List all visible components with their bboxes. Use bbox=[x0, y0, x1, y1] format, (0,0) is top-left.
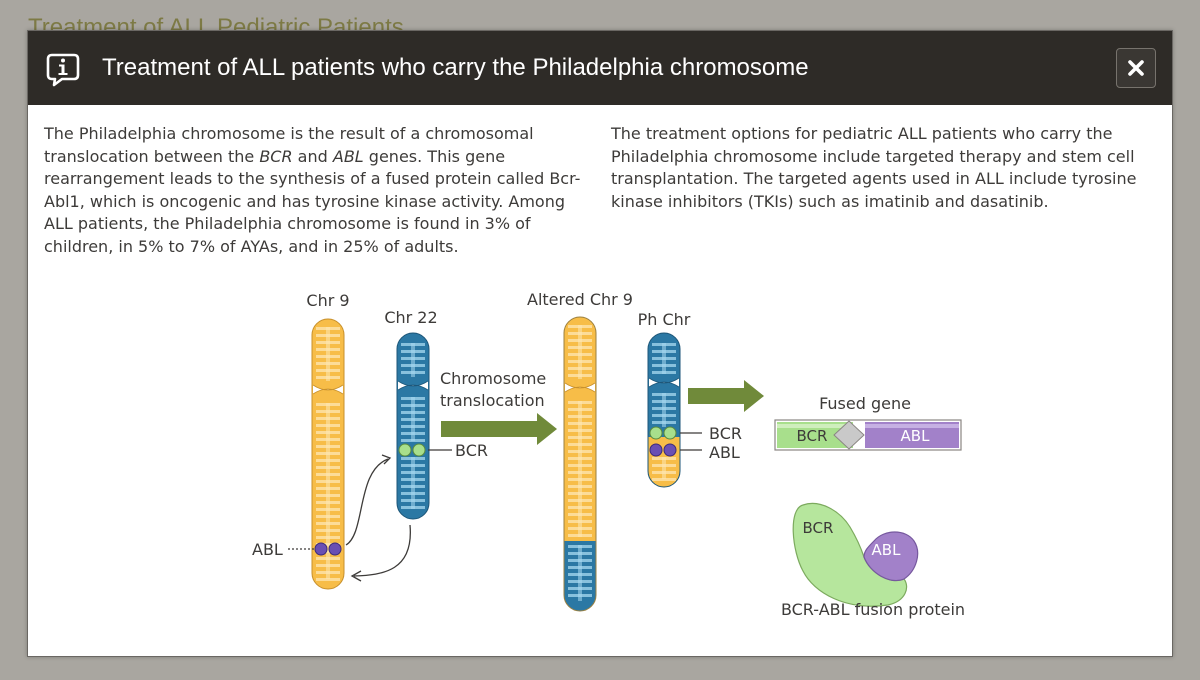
paragraph-segment: and bbox=[292, 146, 333, 166]
close-x-icon bbox=[1128, 60, 1144, 76]
chr9-label: Chr 9 bbox=[306, 291, 349, 310]
ph-chr-label: Ph Chr bbox=[638, 310, 691, 329]
fused-gene-bar bbox=[774, 419, 962, 451]
left-paragraph: The Philadelphia chromosome is the resul… bbox=[44, 123, 589, 259]
translocation-label-line1: Chromosome bbox=[440, 369, 546, 388]
fused-gene-title: Fused gene bbox=[819, 394, 911, 413]
ph-bcr-label: BCR bbox=[709, 424, 742, 443]
paragraph-segment: genes. This gene rearrangement leads to … bbox=[44, 146, 581, 256]
chromosome-22 bbox=[396, 332, 430, 520]
protein-bcr-label: BCR bbox=[803, 519, 834, 537]
abl-label: ABL bbox=[252, 540, 283, 559]
altered-chr9-label: Altered Chr 9 bbox=[527, 290, 633, 309]
info-speech-bubble-icon bbox=[46, 53, 80, 87]
fused-abl-label: ABL bbox=[901, 427, 931, 445]
translocation-diagram: Chr 9 Chr 22 Altered Chr 9 Ph Chr Chromo… bbox=[252, 290, 965, 619]
translocation-arrow bbox=[441, 413, 557, 445]
fused-bcr-label: BCR bbox=[797, 427, 828, 445]
modal-header: Treatment of ALL patients who carry the … bbox=[28, 31, 1172, 105]
translocation-label-line2: translocation bbox=[440, 391, 545, 410]
abl-gene-marker bbox=[314, 542, 342, 556]
info-modal: Treatment of ALL patients who carry the … bbox=[27, 30, 1173, 657]
chr22-label: Chr 22 bbox=[384, 308, 437, 327]
bcr-abl-fusion-protein bbox=[792, 502, 919, 607]
right-paragraph: The treatment options for pediatric ALL … bbox=[611, 124, 1137, 211]
bcr-gene-marker bbox=[398, 443, 426, 457]
gene-name: ABL bbox=[332, 146, 364, 166]
close-button[interactable] bbox=[1116, 48, 1156, 88]
bcr-label: BCR bbox=[455, 441, 488, 460]
ph-abl-label: ABL bbox=[709, 443, 740, 462]
ph-fusion-markers bbox=[649, 426, 677, 457]
modal-title: Treatment of ALL patients who carry the … bbox=[102, 54, 809, 81]
altered-chromosome-9 bbox=[563, 316, 597, 612]
result-arrow bbox=[688, 380, 764, 412]
gene-name: BCR bbox=[259, 146, 293, 166]
philadelphia-chromosome bbox=[647, 332, 681, 488]
translocation-curve-arrows bbox=[345, 454, 411, 582]
paragraph-segment: The Philadelphia chromosome is the resul… bbox=[44, 124, 534, 166]
protein-abl-label: ABL bbox=[872, 541, 902, 559]
protein-caption: BCR-ABL fusion protein bbox=[781, 600, 965, 619]
